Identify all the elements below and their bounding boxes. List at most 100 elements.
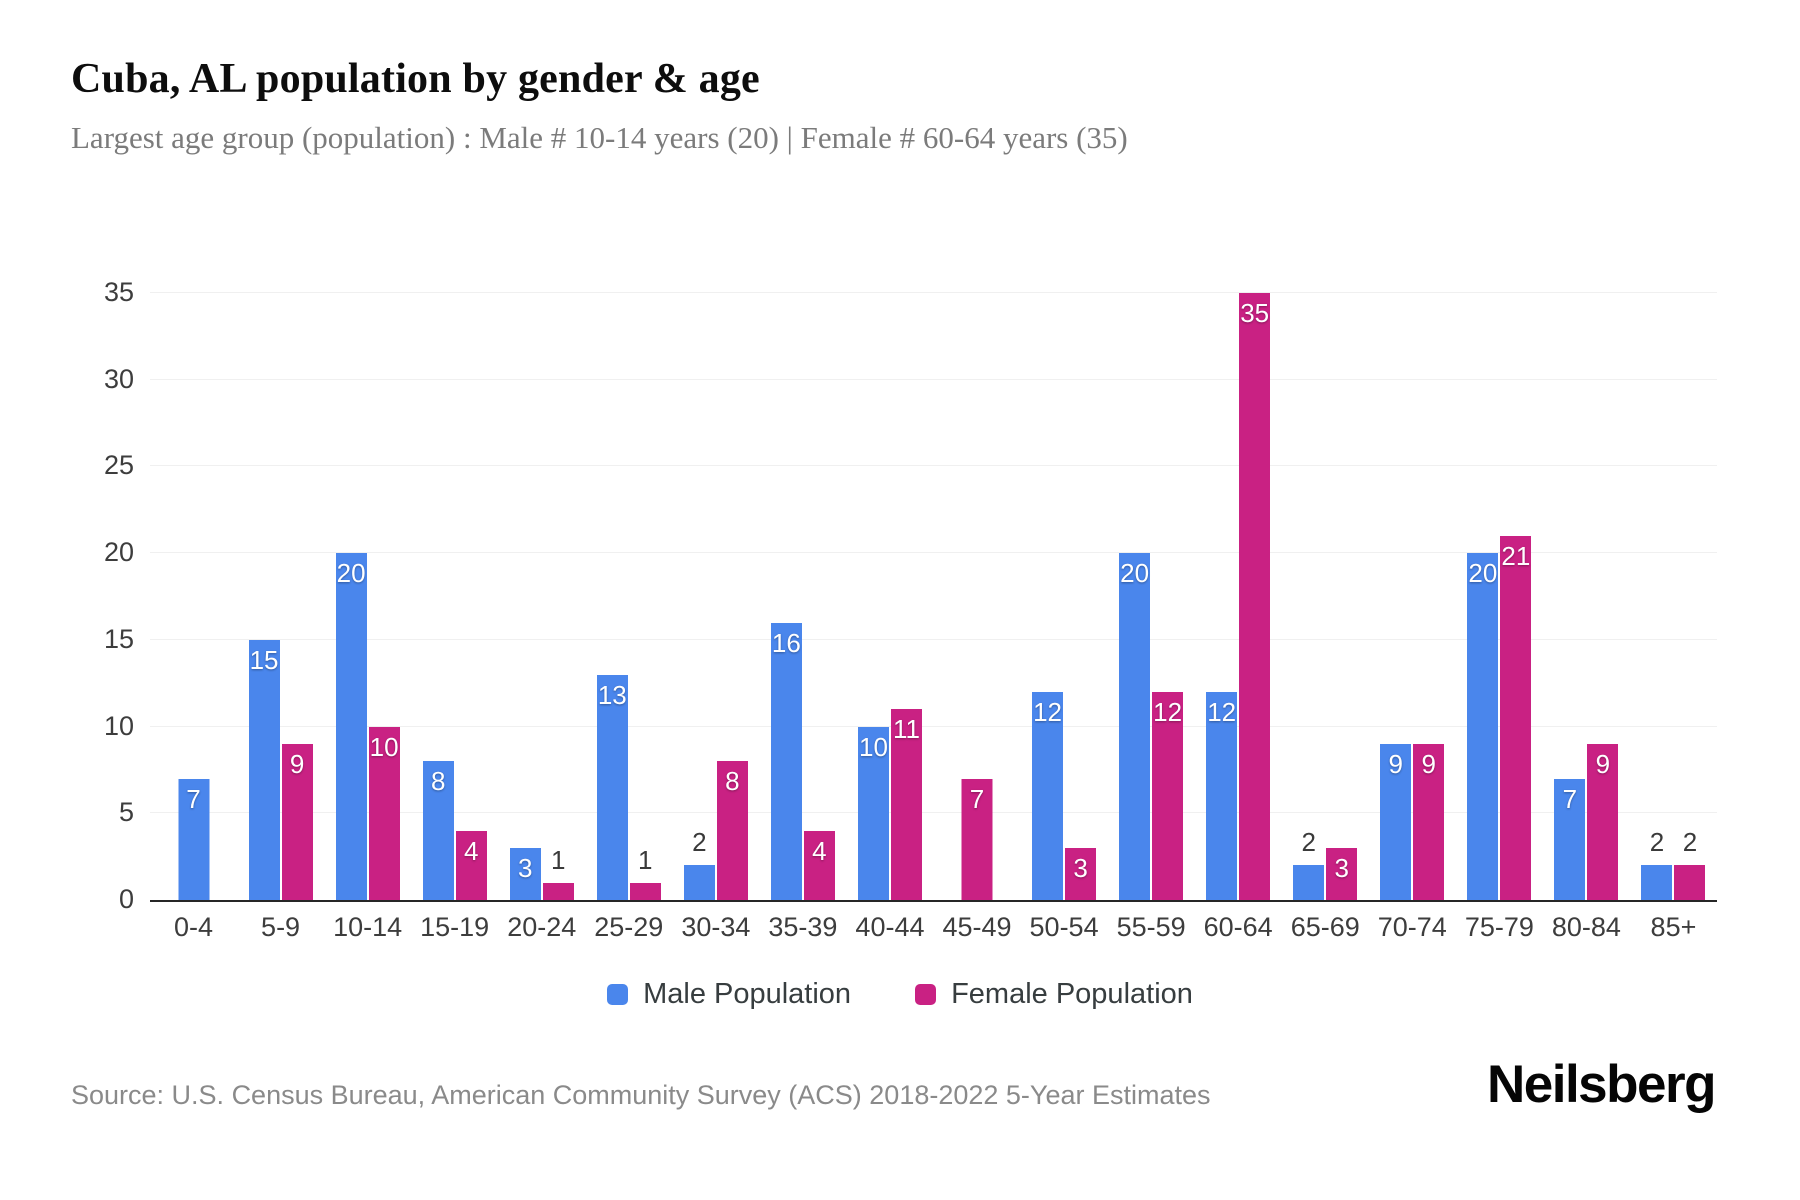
bar-value-label: 2 [1649,827,1665,858]
bar-female-70-74[interactable]: 9 [1413,743,1445,900]
gridline-5 [150,812,1717,814]
bar-female-75-79[interactable]: 21 [1500,535,1532,900]
bar-male-10-14[interactable]: 20 [335,553,367,900]
bar-male-25-29[interactable]: 13 [596,674,628,900]
bar-value-label: 3 [1334,852,1349,883]
bar-male-55-59[interactable]: 20 [1119,553,1151,900]
bar-group-80-84: 7 9 80-84 [1543,250,1630,942]
bar-male-0-4[interactable]: 7 [178,778,210,900]
bar-group-60-64: 12 35 60-64 [1195,250,1282,942]
bar-value-label: 21 [1501,540,1531,571]
bar-pair-75-79: 20 21 [1467,535,1532,900]
gridline-30 [150,378,1717,380]
chart-title: Cuba, AL population by gender & age [71,56,760,102]
bar-male-70-74[interactable]: 9 [1380,743,1412,900]
bar-male-15-19[interactable]: 8 [422,761,454,900]
bar-value-label: 8 [430,766,446,797]
bar-value-label: 2 [692,827,707,858]
bar-value-label: 9 [289,748,305,779]
y-axis-tick-15: 15 [103,623,134,654]
bar-female-10-14[interactable]: 10 [368,726,400,900]
bar-female-30-34[interactable]: 8 [716,761,748,900]
legend-item-male[interactable]: Male Population [607,978,851,1011]
bar-value-label: 7 [1562,783,1578,814]
bar-group-75-79: 20 21 75-79 [1456,250,1543,942]
bar-value-label: 9 [1388,748,1404,779]
bar-value-label: 3 [518,852,533,883]
bar-male-65-69[interactable]: 2 [1293,827,1325,900]
bar-male-80-84[interactable]: 7 [1554,778,1586,900]
chart-subtitle: Largest age group (population) : Male # … [71,120,1128,155]
bar-value-label: 1 [638,844,653,875]
bar-value-label: 4 [812,835,827,866]
bar-female-45-49[interactable]: 7 [961,778,993,900]
bar-group-65-69: 2 3 65-69 [1282,250,1369,942]
bar-female-20-24[interactable]: 1 [542,845,574,900]
bar-value-label: 7 [969,783,985,814]
bar-female-40-44[interactable]: 11 [890,709,922,900]
female-legend-swatch-icon [915,984,937,1005]
bar-group-85+: 2 2 85+ [1630,250,1717,942]
gridline-10 [150,725,1717,727]
gridline-25 [150,465,1717,467]
y-axis-tick-5: 5 [118,797,134,828]
bar-male-60-64[interactable]: 12 [1206,691,1238,900]
x-axis-label-0-4: 0-4 [174,912,214,942]
gridline-15 [150,638,1717,640]
bar-group-15-19: 8 4 15-19 [411,250,498,942]
bar-female-85+[interactable]: 2 [1674,827,1706,900]
bar-value-label: 12 [1207,696,1237,727]
x-axis-label-65-69: 65-69 [1290,912,1360,942]
bar-value-label: 8 [725,766,740,797]
bar-male-40-44[interactable]: 10 [857,726,889,900]
bar-value-label: 12 [1153,696,1183,727]
bar-female-35-39[interactable]: 4 [803,830,835,900]
bar-female-80-84[interactable]: 9 [1587,743,1619,900]
plot-area: 0 5 10 15 20 25 30 35 7 0-4 15 9 5-9 20 10 10-14 8 4 15-19… [104,250,1717,942]
bar-female-50-54[interactable]: 3 [1065,847,1097,900]
bar-female-55-59[interactable]: 12 [1152,691,1184,900]
bar-group-70-74: 9 9 70-74 [1369,250,1456,942]
bar-male-75-79[interactable]: 20 [1467,553,1499,900]
x-axis-label-5-9: 5-9 [261,912,301,942]
bar-male-35-39[interactable]: 16 [770,622,802,900]
bar-pair-40-44: 10 11 [857,709,922,900]
bar-female-5-9[interactable]: 9 [281,743,313,900]
bar-group-30-34: 2 8 30-34 [672,250,759,942]
x-axis-label-45-49: 45-49 [942,912,1012,942]
x-axis-label-20-24: 20-24 [507,912,577,942]
bar-value-label: 20 [336,558,366,589]
bar-female-15-19[interactable]: 4 [455,830,487,900]
bar-value-label: 9 [1595,748,1611,779]
bar-female-65-69[interactable]: 3 [1326,847,1358,900]
x-axis-label-40-44: 40-44 [855,912,925,942]
bar-female-60-64[interactable]: 35 [1239,293,1271,900]
bar-male-50-54[interactable]: 12 [1032,691,1064,900]
bar-male-5-9[interactable]: 15 [248,639,280,900]
bar-group-10-14: 20 10 10-14 [324,250,411,942]
y-axis-tick-35: 35 [103,277,134,307]
bar-male-30-34[interactable]: 2 [683,827,715,900]
bar-value-label: 3 [1073,852,1088,883]
y-axis-tick-10: 10 [103,710,134,741]
bar-group-0-4: 7 0-4 [150,250,237,942]
x-axis-label-70-74: 70-74 [1377,912,1447,942]
bar-female-25-29[interactable]: 1 [629,845,661,900]
bar-male-20-24[interactable]: 3 [509,847,541,900]
bar-value-label: 2 [1301,827,1316,858]
bar-group-25-29: 13 1 25-29 [585,250,672,942]
x-axis-label-80-84: 80-84 [1551,912,1621,942]
bar-male-85+[interactable]: 2 [1641,827,1673,900]
legend-item-female[interactable]: Female Population [915,978,1193,1011]
bar-group-50-54: 12 3 50-54 [1021,250,1108,942]
x-axis-label-25-29: 25-29 [594,912,664,942]
x-axis-label-55-59: 55-59 [1116,912,1186,942]
female-legend-label: Female Population [951,978,1193,1010]
bar-pair-55-59: 20 12 [1119,553,1184,900]
bar-pair-10-14: 20 10 [335,553,400,900]
